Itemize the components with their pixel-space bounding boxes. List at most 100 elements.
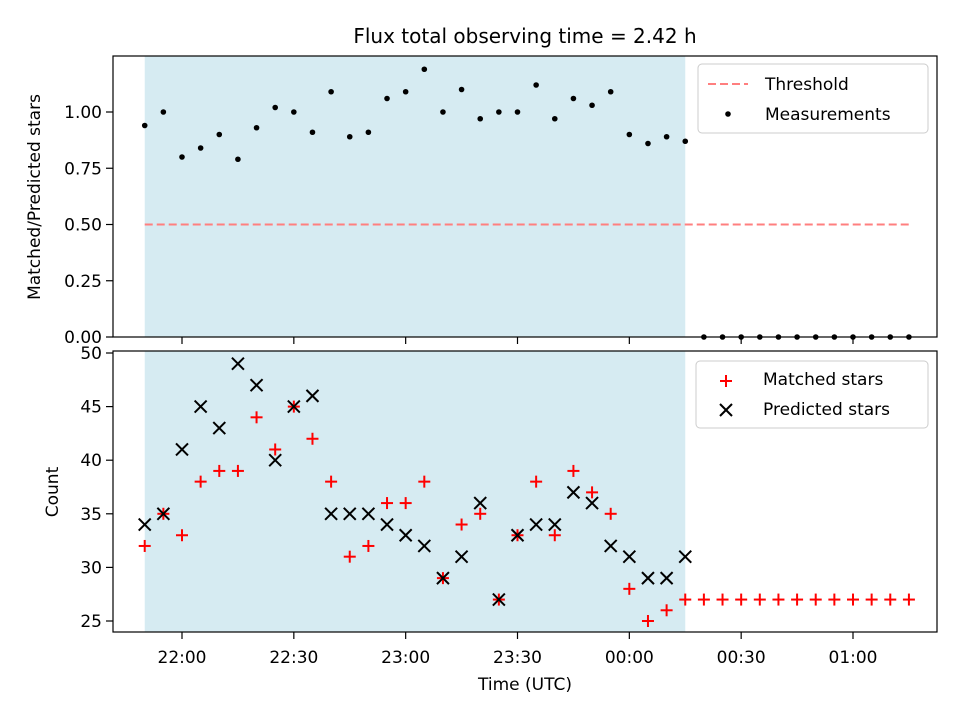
matched-star-point bbox=[176, 529, 188, 542]
matched-star-point bbox=[343, 550, 356, 563]
measurement-point bbox=[663, 133, 670, 140]
matched-star-point bbox=[809, 593, 822, 606]
predicted-star-point bbox=[287, 399, 301, 414]
legend-matched-swatch bbox=[720, 375, 732, 387]
top-y-tick-label: 0.00 bbox=[64, 328, 102, 348]
bottom-legend: Matched stars Predicted stars bbox=[695, 360, 929, 429]
measurement-point bbox=[328, 88, 334, 95]
predicted-star-point bbox=[249, 378, 264, 392]
bottom-y-tick-label: 45 bbox=[80, 398, 102, 418]
measurement-point bbox=[533, 82, 539, 88]
predicted-star-point bbox=[454, 549, 469, 564]
legend-threshold-label: Threshold bbox=[764, 75, 849, 95]
top-shaded-region bbox=[144, 56, 686, 337]
predicted-star-point bbox=[212, 421, 226, 435]
predicted-star-point bbox=[175, 442, 189, 457]
matched-star-point bbox=[791, 593, 804, 606]
matched-star-point bbox=[735, 593, 748, 606]
top-y-tick-label: 1.00 bbox=[64, 103, 102, 123]
matched-star-point bbox=[362, 539, 375, 552]
legend-predicted-label: Predicted stars bbox=[763, 400, 890, 420]
bottom-panel: 25 30 35 40 45 50 22:00 22:30 23:00 23:30 00:00 00… bbox=[43, 344, 938, 695]
top-y-tick-label: 0.50 bbox=[64, 216, 102, 236]
top-y-axis-label: Matched/Predicted stars bbox=[25, 94, 45, 300]
measurement-point bbox=[216, 131, 223, 138]
bottom-legend-frame bbox=[695, 360, 929, 429]
matched-star-point bbox=[269, 443, 282, 456]
predicted-star-point bbox=[641, 571, 655, 585]
bottom-y-axis-label: Count bbox=[43, 466, 63, 517]
bottom-y-tick-label: 40 bbox=[80, 451, 102, 471]
top-axes-frame bbox=[112, 55, 938, 338]
measurement-point bbox=[141, 122, 148, 129]
bottom-axes-frame bbox=[112, 350, 938, 633]
predicted-star-point bbox=[398, 528, 413, 542]
measurement-point bbox=[253, 124, 260, 131]
measurement-point bbox=[421, 66, 428, 73]
predicted-star-point bbox=[548, 517, 562, 532]
matched-star-point bbox=[716, 593, 729, 606]
chart-title: Flux total observing time = 2.42 h bbox=[353, 24, 696, 48]
matched-star-point bbox=[604, 507, 617, 520]
measurement-point bbox=[235, 156, 241, 163]
measurement-point bbox=[346, 133, 353, 140]
measurement-point bbox=[365, 129, 372, 136]
predicted-star-point bbox=[193, 399, 208, 414]
measurement-point bbox=[477, 115, 484, 122]
predicted-star-point bbox=[305, 389, 320, 403]
matched-star-point bbox=[660, 604, 673, 617]
legend-measurements-label: Measurements bbox=[765, 105, 891, 125]
measurement-point bbox=[514, 109, 521, 115]
predicted-star-point bbox=[436, 571, 450, 585]
top-legend: Threshold Measurements bbox=[697, 63, 929, 134]
bottom-y-tick-label: 30 bbox=[80, 558, 102, 578]
matched-star-point bbox=[679, 593, 692, 606]
predicted-star-point bbox=[603, 539, 618, 553]
bottom-x-tick-label: 00:30 bbox=[717, 648, 766, 668]
measurement-point bbox=[309, 129, 316, 136]
bottom-x-tick-label: 22:00 bbox=[158, 648, 207, 668]
measurement-point bbox=[626, 131, 633, 138]
measurement-point bbox=[272, 104, 278, 111]
matched-star-point bbox=[381, 497, 394, 510]
predicted-star-point bbox=[343, 507, 357, 521]
predicted-star-point bbox=[659, 571, 674, 585]
matched-star-point bbox=[865, 593, 878, 606]
measurement-point bbox=[440, 109, 446, 115]
matched-star-point bbox=[213, 464, 226, 477]
matched-star-point bbox=[399, 497, 412, 510]
measurement-point bbox=[197, 145, 204, 151]
measurement-point bbox=[607, 88, 614, 95]
predicted-star-point bbox=[678, 549, 692, 564]
measurement-point bbox=[458, 86, 465, 93]
bottom-x-tick-label: 23:00 bbox=[381, 648, 430, 668]
predicted-star-point bbox=[417, 539, 432, 553]
legend-predicted-swatch bbox=[719, 403, 733, 417]
measurement-point bbox=[160, 109, 167, 115]
matched-star-point bbox=[325, 475, 338, 488]
predicted-star-point bbox=[231, 357, 245, 371]
matched-star-point bbox=[418, 475, 431, 488]
bottom-y-tick-label: 25 bbox=[80, 612, 102, 632]
predicted-star-point bbox=[324, 507, 338, 521]
top-y-tick-label: 0.25 bbox=[64, 272, 102, 292]
matched-star-point bbox=[753, 593, 766, 606]
top-panel: 0.00 0.25 0.50 0.75 1.00 Flux total observin… bbox=[25, 24, 938, 348]
x-axis-label: Time (UTC) bbox=[477, 675, 572, 695]
predicted-star-point bbox=[622, 549, 637, 564]
matched-star-point bbox=[697, 593, 710, 606]
matched-star-point bbox=[884, 593, 897, 606]
bottom-y-tick-label: 35 bbox=[80, 505, 102, 525]
matched-star-point bbox=[231, 464, 244, 477]
measurement-point bbox=[682, 138, 689, 145]
measurement-point bbox=[551, 115, 558, 122]
predicted-star-point bbox=[380, 517, 394, 532]
matched-star-point bbox=[623, 582, 636, 595]
predicted-star-point bbox=[510, 528, 525, 542]
predicted-star-point bbox=[492, 592, 506, 607]
bottom-x-tick-label: 23:30 bbox=[493, 648, 542, 668]
top-y-tick-label: 0.75 bbox=[64, 159, 102, 179]
predicted-star-point bbox=[566, 485, 581, 500]
measurement-point bbox=[645, 140, 651, 147]
